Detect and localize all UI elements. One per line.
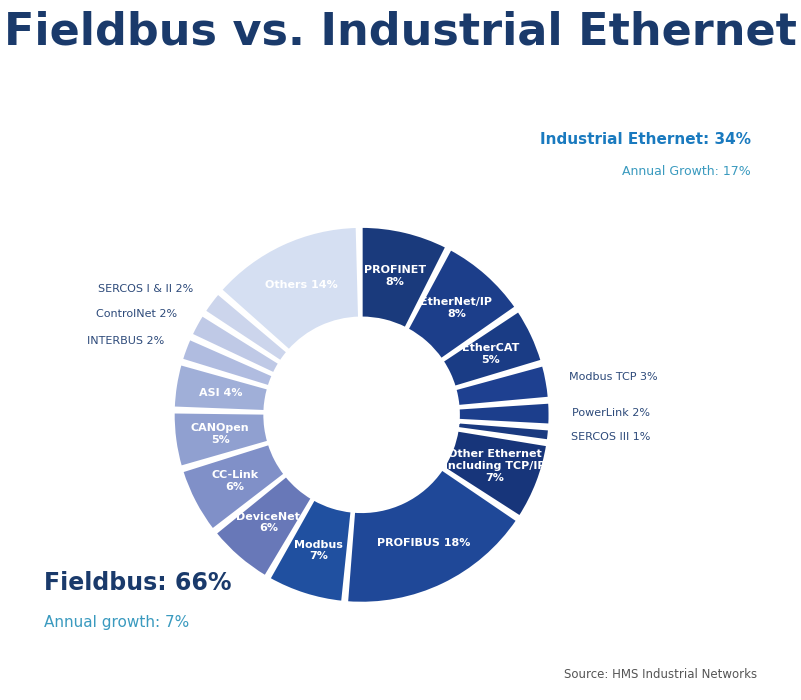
Text: Other Ethernet
(including TCP/IP)
7%: Other Ethernet (including TCP/IP) 7% [439, 449, 550, 482]
Text: Industrial Ethernet: 34%: Industrial Ethernet: 34% [540, 132, 751, 147]
Text: INTERBUS 2%: INTERBUS 2% [87, 336, 164, 346]
Text: Fieldbus: 66%: Fieldbus: 66% [44, 571, 231, 595]
Text: Fieldbus vs. Industrial Ethernet: Fieldbus vs. Industrial Ethernet [4, 11, 797, 54]
Wedge shape [183, 444, 284, 529]
Wedge shape [174, 412, 268, 467]
Text: SERCOS I & II 2%: SERCOS I & II 2% [98, 284, 193, 293]
Wedge shape [215, 476, 312, 576]
Text: CC-Link
6%: CC-Link 6% [211, 470, 259, 491]
Text: Source: HMS Industrial Networks: Source: HMS Industrial Networks [564, 668, 757, 680]
Text: PowerLink 2%: PowerLink 2% [572, 408, 650, 419]
Wedge shape [444, 430, 547, 517]
Wedge shape [269, 500, 352, 602]
Text: Modbus TCP 3%: Modbus TCP 3% [569, 372, 658, 382]
Wedge shape [205, 293, 288, 361]
Wedge shape [408, 249, 516, 359]
Wedge shape [459, 402, 549, 425]
Text: Modbus
7%: Modbus 7% [294, 540, 343, 561]
Text: Others 14%: Others 14% [265, 281, 338, 290]
Text: ControlNet 2%: ControlNet 2% [95, 309, 177, 319]
Wedge shape [347, 470, 517, 603]
Text: PROFIBUS 18%: PROFIBUS 18% [376, 538, 470, 548]
Text: ASI 4%: ASI 4% [199, 388, 243, 398]
Wedge shape [191, 315, 279, 373]
Text: SERCOS III 1%: SERCOS III 1% [571, 433, 650, 442]
Text: CANOpen
5%: CANOpen 5% [191, 423, 250, 445]
Wedge shape [221, 227, 359, 350]
Text: EtherNet/IP
8%: EtherNet/IP 8% [421, 298, 493, 319]
Text: PROFINET
8%: PROFINET 8% [364, 265, 425, 287]
Wedge shape [456, 365, 549, 406]
Text: Annual growth: 7%: Annual growth: 7% [44, 615, 189, 630]
Wedge shape [361, 227, 446, 328]
Text: Annual Growth: 17%: Annual Growth: 17% [622, 165, 751, 178]
Text: DeviceNet
6%: DeviceNet 6% [236, 512, 300, 533]
Wedge shape [182, 339, 272, 386]
Text: EtherCAT
5%: EtherCAT 5% [462, 344, 519, 365]
Wedge shape [458, 422, 549, 440]
Wedge shape [174, 364, 268, 411]
Wedge shape [443, 311, 541, 387]
